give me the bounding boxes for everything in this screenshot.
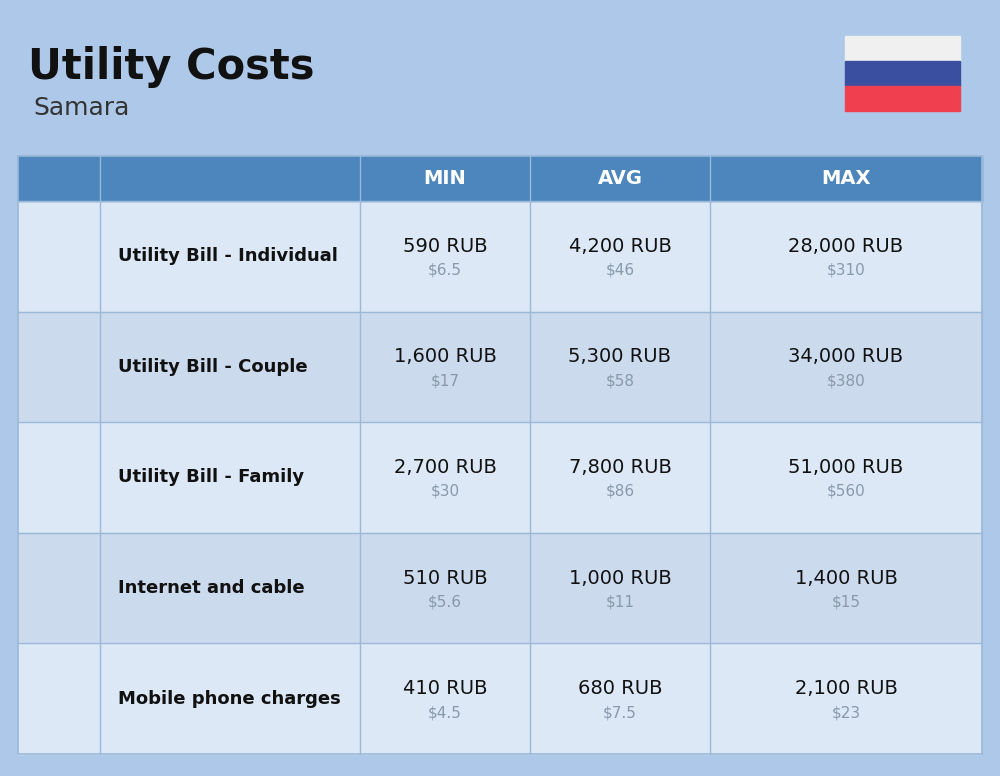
- Text: 590 RUB: 590 RUB: [403, 237, 487, 256]
- Text: $5.6: $5.6: [428, 594, 462, 610]
- Text: $7.5: $7.5: [603, 705, 637, 720]
- Text: Utility Costs: Utility Costs: [28, 46, 314, 88]
- Text: $86: $86: [605, 484, 635, 499]
- Bar: [18, 312, 982, 422]
- Text: 5,300 RUB: 5,300 RUB: [568, 348, 672, 366]
- Text: $46: $46: [605, 263, 635, 278]
- Text: 1,000 RUB: 1,000 RUB: [569, 569, 671, 587]
- Text: $23: $23: [831, 705, 861, 720]
- Bar: [18, 156, 982, 201]
- Text: $58: $58: [606, 373, 635, 389]
- Text: Utility Bill - Couple: Utility Bill - Couple: [118, 358, 308, 376]
- Text: $11: $11: [606, 594, 635, 610]
- Text: MIN: MIN: [424, 169, 466, 188]
- Bar: [845, 36, 960, 61]
- Text: 1,600 RUB: 1,600 RUB: [394, 348, 496, 366]
- Text: 410 RUB: 410 RUB: [403, 679, 487, 698]
- Bar: [18, 422, 982, 533]
- Text: AVG: AVG: [598, 169, 642, 188]
- Text: 51,000 RUB: 51,000 RUB: [788, 458, 904, 477]
- Text: MAX: MAX: [821, 169, 871, 188]
- Text: 7,800 RUB: 7,800 RUB: [569, 458, 671, 477]
- Text: 2,700 RUB: 2,700 RUB: [394, 458, 496, 477]
- Text: 510 RUB: 510 RUB: [403, 569, 487, 587]
- Text: Utility Bill - Family: Utility Bill - Family: [118, 469, 304, 487]
- Text: $30: $30: [430, 484, 460, 499]
- Text: Mobile phone charges: Mobile phone charges: [118, 690, 341, 708]
- Text: 28,000 RUB: 28,000 RUB: [788, 237, 904, 256]
- Text: Utility Bill - Individual: Utility Bill - Individual: [118, 248, 338, 265]
- Text: $560: $560: [827, 484, 865, 499]
- Bar: [18, 201, 982, 312]
- Text: Samara: Samara: [33, 96, 129, 120]
- Text: 4,200 RUB: 4,200 RUB: [569, 237, 671, 256]
- Bar: [845, 61, 960, 86]
- Text: 2,100 RUB: 2,100 RUB: [795, 679, 897, 698]
- Bar: [18, 643, 982, 754]
- Bar: [18, 533, 982, 643]
- Text: $6.5: $6.5: [428, 263, 462, 278]
- Text: 1,400 RUB: 1,400 RUB: [795, 569, 897, 587]
- Text: $380: $380: [827, 373, 865, 389]
- Text: 34,000 RUB: 34,000 RUB: [788, 348, 904, 366]
- Text: $15: $15: [832, 594, 860, 610]
- Text: $4.5: $4.5: [428, 705, 462, 720]
- Text: 680 RUB: 680 RUB: [578, 679, 662, 698]
- Text: Internet and cable: Internet and cable: [118, 579, 305, 597]
- Bar: [845, 86, 960, 111]
- Text: $17: $17: [430, 373, 460, 389]
- Text: $310: $310: [827, 263, 865, 278]
- Bar: [18, 156, 982, 754]
